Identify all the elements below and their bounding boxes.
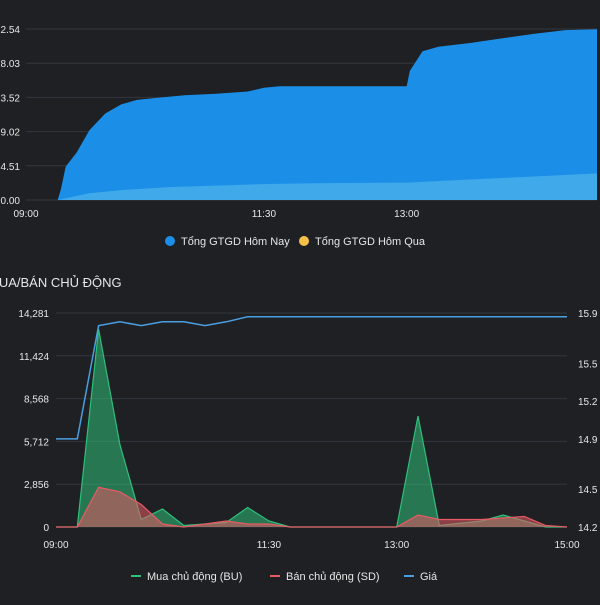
bottom-y2-tick-label: 14.2: [578, 523, 598, 534]
bottom-y-tick-label: 0: [43, 523, 49, 534]
bottom-chart-legend[interactable]: Mua chủ động (BU) Bán chủ động (SD) Giá: [131, 571, 438, 583]
bottom-y-tick-label: 14,281: [18, 309, 49, 320]
bottom-x-tick-label: 09:00: [43, 540, 68, 551]
bottom-chart-y2-ticks: 14.2 14.5 14.9 15.2 15.5 15.9: [578, 309, 598, 534]
active-sell-area: [56, 487, 567, 527]
bottom-y2-tick-label: 14.9: [578, 435, 598, 446]
bottom-y2-tick-label: 15.9: [578, 309, 598, 320]
top-legend-marker-0: [165, 236, 175, 246]
top-y-tick-label: 0.00: [1, 196, 21, 207]
bottom-y-tick-label: 11,424: [19, 352, 49, 363]
bottom-chart-y-ticks: 0 2,856 5,712 8,568 11,424 14,281: [18, 309, 49, 534]
price-line: [56, 316, 567, 440]
top-y-tick-label: 4.51: [1, 162, 21, 173]
bottom-x-tick-label: 13:00: [384, 540, 409, 551]
yesterday-value-area: [26, 173, 597, 200]
today-value-area: [26, 29, 597, 200]
bottom-y-tick-label: 5,712: [24, 437, 49, 448]
top-legend-marker-1: [299, 236, 309, 246]
bottom-legend-label-2: Giá: [420, 571, 438, 583]
bottom-y2-tick-label: 14.5: [578, 485, 598, 496]
active-sell-line: [56, 486, 568, 528]
active-buy-sell-title: MUA/BÁN CHỦ ĐỘNG: [0, 275, 122, 290]
top-chart-y-ticks: 0.00 4.51 9.02 13.52 18.03 22.54: [0, 25, 20, 207]
top-chart-x-ticks: 09:00 11:30 13:00: [13, 209, 419, 220]
total-trading-value-chart: 0.00 4.51 9.02 13.52 18.03 22.54 09:00 11:30 13…: [0, 25, 597, 248]
bottom-y-tick-label: 2,856: [24, 480, 49, 491]
bottom-chart-gridlines: [56, 312, 567, 528]
top-legend-label-0: Tổng GTGD Hôm Nay: [181, 236, 290, 248]
active-buy-area: [56, 329, 567, 527]
top-chart-areas: [26, 29, 597, 200]
bottom-x-tick-label: 15:00: [554, 540, 579, 551]
bottom-y-tick-label: 8,568: [24, 395, 49, 406]
bottom-chart-areas: [56, 316, 568, 528]
bottom-legend-label-0: Mua chủ động (BU): [147, 571, 242, 583]
bottom-y2-tick-label: 15.2: [578, 397, 598, 408]
top-chart-legend[interactable]: Tổng GTGD Hôm Nay Tổng GTGD Hôm Qua: [165, 236, 426, 248]
bottom-legend-label-1: Bán chủ động (SD): [286, 571, 380, 583]
top-x-tick-label: 13:00: [394, 209, 419, 220]
top-x-tick-label: 11:30: [252, 209, 277, 220]
top-y-tick-label: 22.54: [0, 25, 20, 36]
top-legend-label-1: Tổng GTGD Hôm Qua: [315, 236, 426, 248]
top-y-tick-label: 9.02: [1, 128, 21, 139]
bottom-x-tick-label: 11:30: [257, 540, 282, 551]
bottom-chart-x-ticks: 09:00 11:30 13:00 15:00: [43, 540, 579, 551]
top-x-tick-label: 09:00: [13, 209, 38, 220]
bottom-y2-tick-label: 15.5: [578, 359, 598, 370]
top-y-tick-label: 18.03: [0, 59, 20, 70]
top-y-tick-label: 13.52: [0, 93, 20, 104]
active-buy-line: [56, 329, 567, 528]
